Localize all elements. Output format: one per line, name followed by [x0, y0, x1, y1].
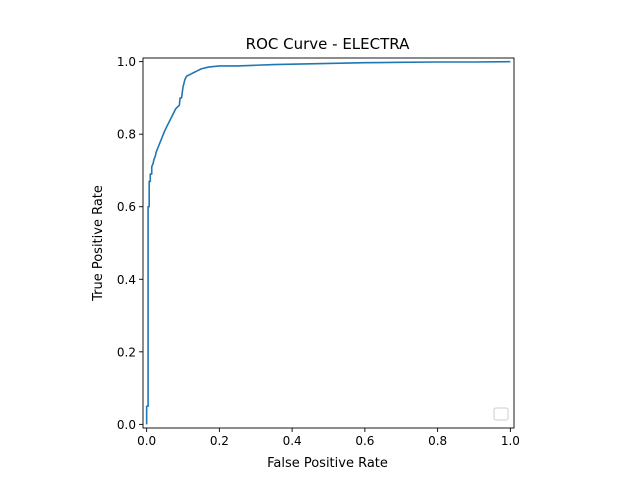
roc-curve-line: [145, 60, 511, 425]
x-tick-label: 1.0: [501, 434, 520, 448]
x-tick-label: 0.2: [210, 434, 229, 448]
y-axis-ticks: 0.0 0.2 0.4 0.6 0.8 1.0: [117, 55, 143, 432]
y-tick-label: 0.6: [117, 200, 136, 214]
y-tick-label: 0.8: [117, 128, 136, 142]
x-tick-label: 0.8: [428, 434, 447, 448]
x-tick-label: 0.0: [137, 434, 156, 448]
legend-box: [493, 407, 509, 421]
x-axis-ticks: 0.0 0.2 0.4 0.6 0.8 1.0: [137, 428, 520, 448]
x-tick-label: 0.4: [283, 434, 302, 448]
chart-title: ROC Curve - ELECTRA: [246, 35, 410, 53]
x-tick-label: 0.6: [355, 434, 374, 448]
plot-area: [145, 60, 511, 425]
y-axis-label: True Positive Rate: [91, 185, 106, 302]
y-tick-label: 0.2: [117, 345, 136, 359]
plot-frame: [142, 57, 515, 429]
y-tick-label: 0.4: [117, 273, 136, 287]
x-axis-label: False Positive Rate: [267, 456, 388, 471]
y-tick-label: 0.0: [117, 418, 136, 432]
y-tick-label: 1.0: [117, 55, 136, 69]
